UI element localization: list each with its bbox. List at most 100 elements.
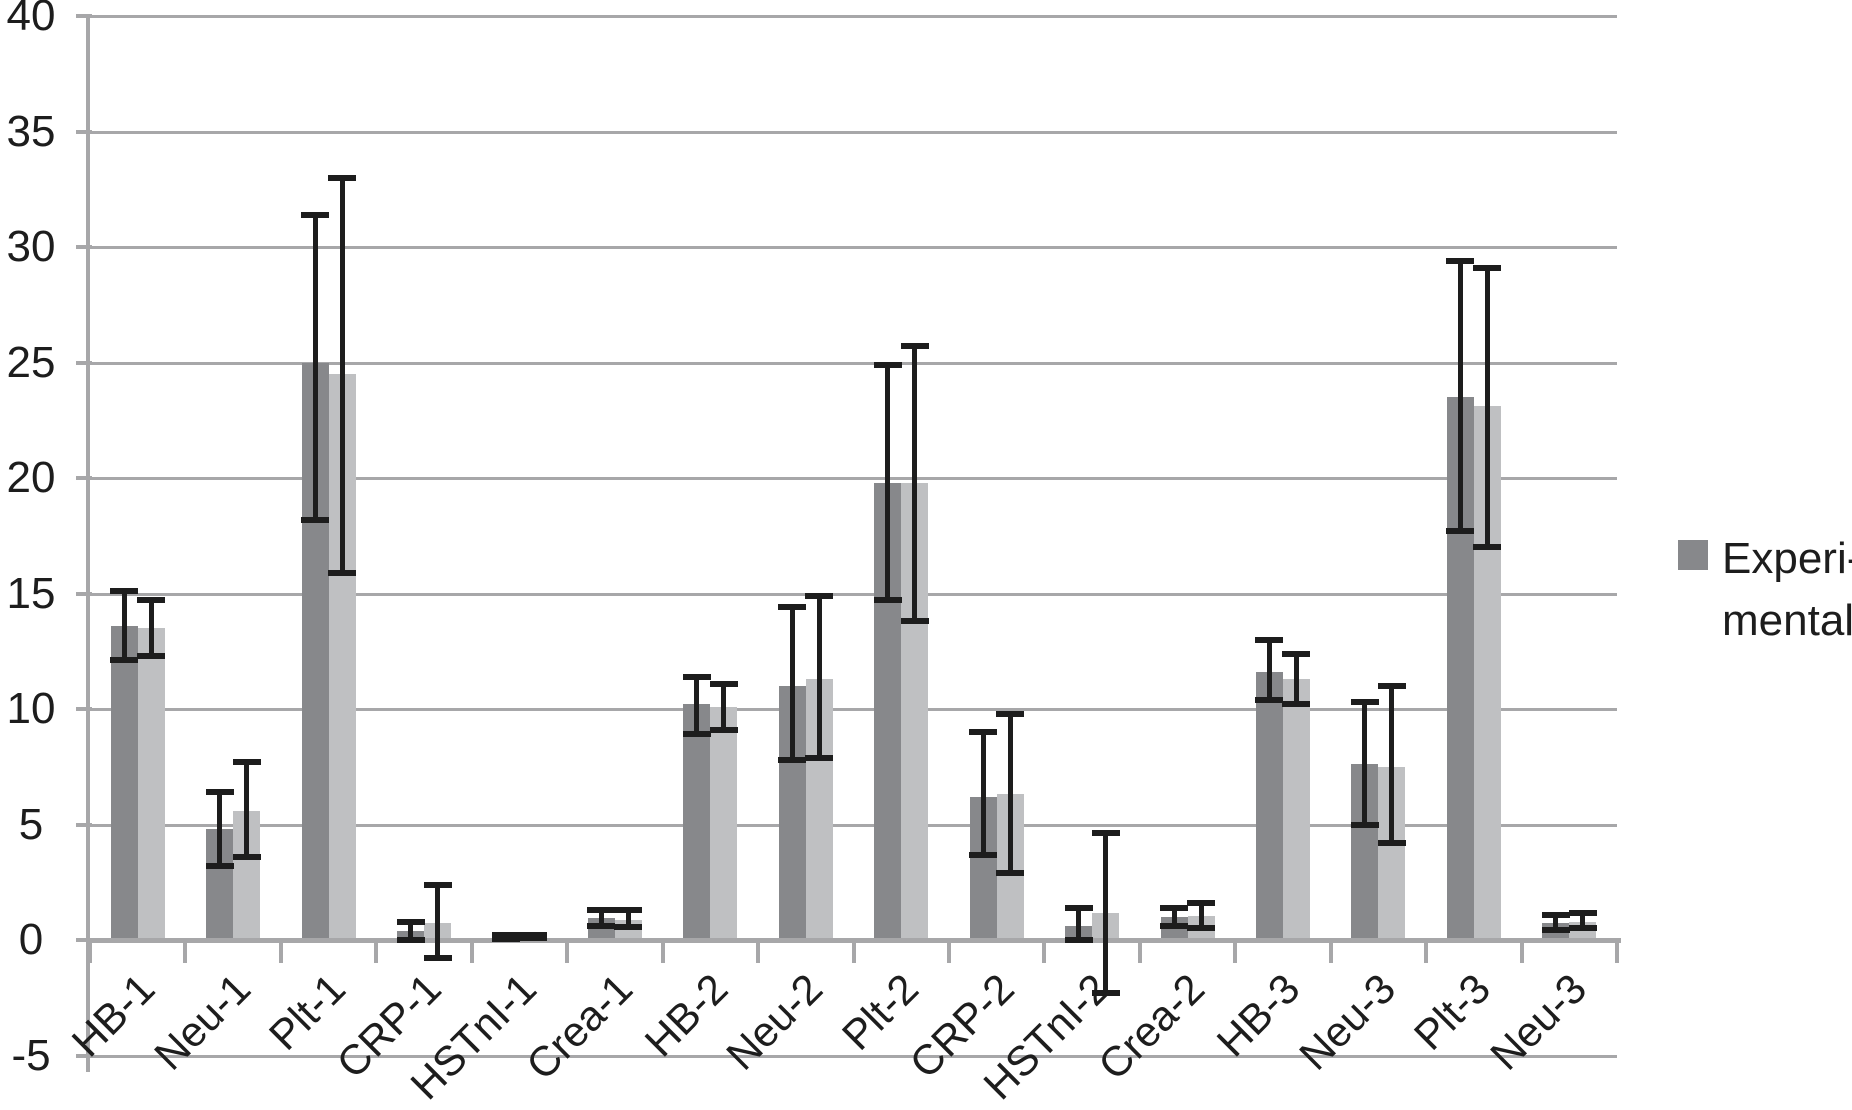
series-1-bar-HB-3 [1255,672,1283,940]
error-bar-cap-top [996,710,1025,717]
error-bar-line [148,600,154,656]
series-1-bar-HB-2 [683,704,711,940]
error-bar-cap-bottom [1187,925,1216,932]
y-axis-tick [76,14,92,18]
error-bar-cap-bottom [301,516,330,523]
y-axis-label: 30 [6,222,56,271]
gridline-y-5 [90,823,1617,827]
error-bar-cap-bottom [996,870,1025,876]
x-axis-label-HB-3: HB-3 [1207,964,1309,1066]
y-axis-label: 5 [18,799,44,849]
legend-label-line2: mental [1722,596,1852,645]
error-bar-line [625,909,631,928]
y-axis-label: 40 [6,0,56,40]
y-axis-tick [76,591,92,596]
error-bar-line [1076,907,1082,940]
error-bar-cap-top [396,918,425,925]
x-axis-tick [1615,940,1619,963]
error-bar-cap-bottom [232,853,261,860]
error-bar-cap-bottom [778,756,807,763]
error-bar-cap-top [205,789,234,796]
error-bar-cap-bottom [137,652,166,659]
error-bar-cap-top [900,343,929,350]
error-bar-cap-bottom [518,935,547,942]
error-bar-cap-bottom [205,863,234,870]
y-axis-label: 0 [18,915,44,964]
error-bar-cap-bottom [1350,821,1379,828]
error-bar-cap-bottom [873,597,902,604]
error-bar-line [217,792,223,867]
x-axis-tick [469,940,474,963]
y-axis-line [86,14,90,1072]
gridline-y--5 [90,1054,1617,1058]
error-bar-cap-bottom [1541,926,1570,933]
error-bar-cap-top [1091,829,1120,836]
error-bar-cap-bottom [709,726,738,733]
x-axis-label-Crea-2: Crea-2 [1089,964,1214,1089]
legend-swatch [1678,540,1708,570]
error-bar-cap-top [232,759,261,766]
x-axis-tick [946,940,951,963]
error-bar-cap-top [1064,904,1093,911]
error-bar-line [435,884,441,959]
error-bar-cap-bottom [805,754,834,761]
error-bar-line [1171,907,1177,927]
error-bar-cap-bottom [1091,990,1120,997]
error-bar-cap-top [301,211,330,218]
gridline-y-40 [90,15,1617,18]
error-bar-line [980,732,986,855]
error-bar-cap-bottom [1064,937,1093,943]
gridline-y-15 [90,592,1617,596]
y-axis-label: 10 [6,684,56,733]
error-bar-line [1484,267,1490,548]
error-bar-line [598,909,604,927]
error-bar-cap-top [805,592,834,599]
error-bar-line [816,595,822,758]
error-bar-cap-bottom [1446,528,1475,535]
error-bar-cap-top [969,729,998,736]
y-axis-label: 20 [6,453,56,502]
x-axis-tick [660,940,665,963]
error-bar-cap-bottom [614,924,643,931]
gridline-y-25 [90,361,1617,365]
error-bar-line [721,683,727,730]
error-bar-cap-bottom [110,657,139,664]
legend: Experi- mental [1678,528,1852,652]
series-2-bar-HB-2 [710,706,738,940]
x-axis-tick [278,940,283,963]
series-2-bar-HB-3 [1282,678,1310,940]
series-1-bar-HB-1 [110,625,138,940]
error-bar-cap-bottom [587,923,616,930]
series-2-bar-HB-1 [137,628,165,940]
x-axis-label-Neu-2: Neu-2 [717,964,832,1079]
error-bar-cap-top [682,673,711,680]
error-bar-line [1362,702,1368,825]
error-bar-line [912,346,918,622]
x-axis-tick [1233,940,1238,963]
error-bar-line [885,364,891,601]
gridline-y-35 [90,130,1617,134]
error-bar-cap-top [1446,257,1475,264]
x-axis-tick [1519,940,1524,963]
error-bar-cap-bottom [1568,925,1597,932]
gridline-y-10 [90,708,1617,711]
error-bar-cap-bottom [423,955,452,962]
legend-label: Experi- mental [1722,528,1852,652]
error-bar-cap-bottom [328,569,357,576]
x-axis-tick [565,940,570,963]
error-bar-cap-top [1160,904,1189,911]
x-axis-tick [374,940,379,963]
error-bar-line [1553,914,1559,930]
y-axis-label: 15 [6,568,56,618]
x-axis-tick [1328,940,1333,963]
error-bar-cap-bottom [491,935,520,942]
error-bar-cap-top [423,881,452,888]
error-bar-cap-top [1473,264,1502,271]
x-axis-tick [88,940,92,963]
error-bar-cap-top [614,906,643,913]
error-bar-line [1103,832,1109,994]
error-bar-cap-top [328,174,357,181]
error-bar-cap-bottom [1377,839,1406,846]
